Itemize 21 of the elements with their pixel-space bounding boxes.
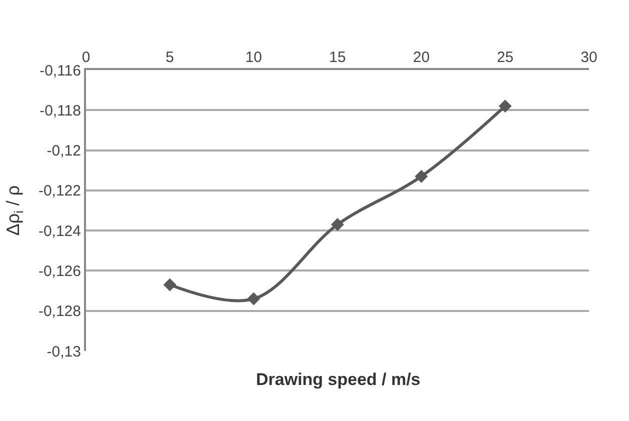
point bbox=[247, 292, 260, 306]
x-tick-label: 5 bbox=[166, 49, 174, 66]
x-tick-label: 30 bbox=[580, 49, 598, 66]
x-tick-label: 10 bbox=[245, 49, 262, 66]
x-tick-label: 15 bbox=[329, 49, 346, 66]
point bbox=[331, 218, 344, 232]
y-tick-label: -0,12 bbox=[46, 142, 81, 160]
x-axis-title: Drawing speed / m/s bbox=[256, 370, 420, 389]
y-tick-label: -0,118 bbox=[40, 102, 81, 120]
x-tick-label: 25 bbox=[496, 49, 514, 66]
y-tick-label: -0,126 bbox=[38, 262, 81, 280]
point bbox=[498, 100, 512, 113]
x-tick-label: 0 bbox=[82, 49, 90, 66]
y-tick-label: -0,13 bbox=[46, 343, 81, 360]
point bbox=[163, 278, 176, 292]
y-tick-label: -0,128 bbox=[38, 303, 81, 320]
y-tick-label: -0,122 bbox=[38, 182, 81, 200]
point bbox=[414, 170, 428, 183]
x-tick-label: 20 bbox=[412, 49, 430, 66]
y-tick-label: -0,116 bbox=[40, 62, 81, 80]
y-tick-label: -0,124 bbox=[38, 222, 81, 240]
